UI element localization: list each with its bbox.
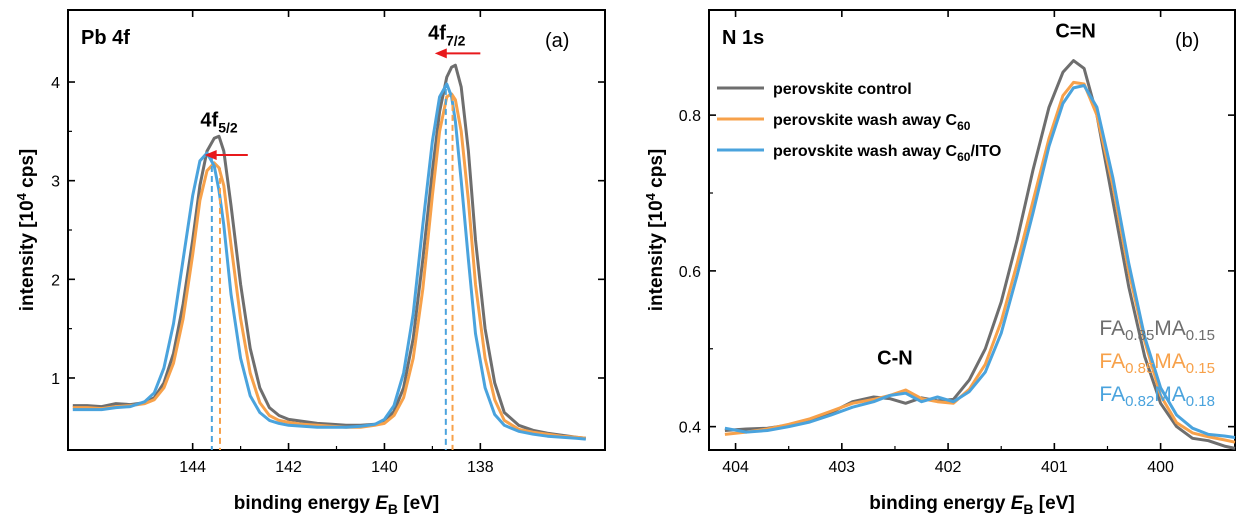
- composition-label-1: FA0.85MA0.15: [1099, 317, 1215, 344]
- series-line-3: [724, 84, 1236, 439]
- panel-title-b: N 1s: [722, 27, 764, 49]
- shift-arrow-head: [204, 150, 217, 161]
- composition-label-3: FA0.82MA0.18: [1099, 383, 1215, 410]
- x-tick-label: 401: [1041, 459, 1068, 476]
- y-tick-label: 0.8: [679, 108, 701, 125]
- legend: perovskite control perovskite wash away C…: [717, 81, 1001, 164]
- composition-label-2: FA0.85MA0.15: [1099, 350, 1215, 377]
- x-tick-label: 404: [722, 459, 749, 476]
- y-axis-title-b: intensity [104 cps]: [643, 149, 667, 311]
- composition-labels: FA0.85MA0.15 FA0.85MA0.15 FA0.82MA0.18: [1099, 317, 1215, 410]
- panel-a: 144 142 140 138 1 2 3 4 binding energy EB [eV] in…: [14, 9, 606, 517]
- shift-arrow-head: [434, 48, 447, 59]
- peak-label: 4f7/2: [428, 23, 465, 49]
- plot-frame-a: [67, 9, 606, 451]
- x-tick-label: 142: [275, 459, 302, 476]
- plot-frame-b: [708, 9, 1236, 451]
- x-tick-label: 138: [467, 459, 494, 476]
- panel-title-a: Pb 4f: [81, 27, 130, 49]
- series-line-2: [72, 92, 586, 440]
- x-tick-label: 403: [828, 459, 855, 476]
- shift-arrow: [204, 150, 248, 161]
- y-tick-label: 4: [51, 75, 60, 92]
- x-tick-label: 400: [1147, 459, 1174, 476]
- legend-label-2: perovskite wash away C60: [773, 112, 971, 133]
- peak-label: C=N: [1055, 20, 1096, 42]
- y-tick-label: 0.6: [679, 264, 701, 281]
- x-axis-title-a: binding energy EB [eV]: [234, 493, 439, 517]
- x-tick-label: 402: [935, 459, 962, 476]
- y-tick-label: 2: [51, 272, 60, 289]
- shift-arrow: [434, 48, 481, 59]
- series-line-2: [724, 80, 1236, 444]
- panel-letter-b: (b): [1175, 30, 1199, 52]
- y-tick-label: 3: [51, 174, 60, 191]
- y-tick-label: 0.4: [679, 420, 701, 437]
- panel-b: 404 403 402 401 400 0.4 0.6 0.8 binding energy E…: [643, 9, 1236, 517]
- series-line-3: [72, 82, 586, 441]
- series-line-1: [72, 63, 586, 440]
- legend-label-1: perovskite control: [773, 81, 912, 98]
- panel-letter-a: (a): [545, 30, 569, 52]
- legend-label-3: perovskite wash away C60/ITO: [773, 143, 1001, 164]
- y-tick-label: 1: [51, 371, 60, 388]
- peak-label: C-N: [877, 347, 913, 369]
- y-axis-title-a: intensity [104 cps]: [14, 149, 38, 311]
- x-tick-label: 140: [371, 459, 398, 476]
- x-axis-title-b: binding energy EB [eV]: [869, 493, 1074, 517]
- peak-label: 4f5/2: [200, 109, 237, 135]
- x-tick-label: 144: [179, 459, 206, 476]
